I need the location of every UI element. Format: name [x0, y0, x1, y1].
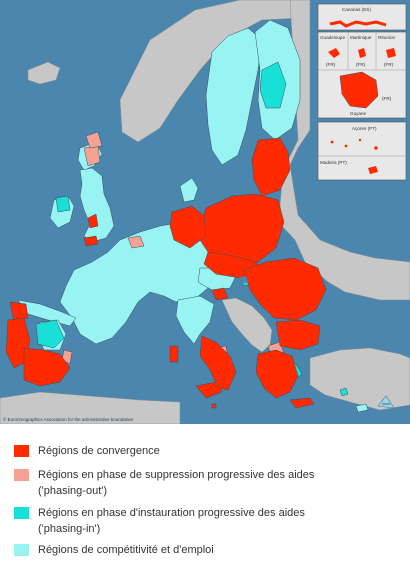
bulgaria-region: [275, 319, 321, 351]
cyprus-region: [355, 403, 369, 413]
iceland-land: [27, 61, 61, 85]
legend-swatch-competitiveness: [14, 544, 29, 556]
legend-label-phasing-out-line1: Régions en phase de suppression progress…: [38, 469, 315, 481]
legend-label-phasing-out: Régions en phase de suppression progress…: [38, 468, 314, 499]
non-eu-land: [0, 0, 410, 424]
cornwall-region: [83, 235, 99, 247]
europe-map-svg: Canarias (ES) Guadeloupe Martinique Réun…: [0, 0, 410, 424]
denmark-region: [179, 177, 199, 203]
legend-label-phasing-in-line2: ('phasing-in'): [38, 522, 101, 535]
legend-label-phasing-in: Régions en phase d'instauration progress…: [38, 506, 305, 537]
finland-east-region: [259, 61, 287, 109]
legend-label-phasing-out-line2: ('phasing-out'): [38, 484, 108, 497]
legend-label-phasing-in-line1: Régions en phase d'instauration progress…: [38, 507, 305, 519]
turkey-land: [309, 347, 410, 411]
map-legend: Régions de convergence Régions en phase …: [0, 424, 410, 564]
eurogeographics-logo: [377, 395, 395, 409]
inset-canarias-label: Canarias (ES): [342, 7, 371, 12]
inset-acores-label: Açores (PT): [352, 126, 377, 131]
legend-item-phasing-out: Régions en phase de suppression progress…: [14, 468, 404, 499]
madeira-island: [368, 166, 378, 174]
madeira-region: [339, 387, 349, 397]
canarias-islands: [329, 20, 387, 28]
belgium-hainaut-region: [127, 235, 145, 249]
balkans-land: [221, 297, 273, 353]
eu-regional-policy-map: Canarias (ES) Guadeloupe Martinique Réun…: [0, 0, 410, 424]
inset-fr1-label: (FR): [326, 62, 336, 67]
legend-swatch-convergence: [14, 445, 29, 457]
inset-fr2-label: (FR): [356, 62, 366, 67]
sweden-region: [205, 27, 263, 166]
legend-swatch-phasing-in: [14, 507, 29, 519]
hungary-romania-region: [243, 257, 327, 321]
guadeloupe-island: [328, 48, 340, 58]
legend-label-convergence: Régions de convergence: [38, 445, 160, 457]
inset-reunion-label: Réunion: [378, 35, 396, 40]
legend-item-phasing-in: Régions en phase d'instauration progress…: [14, 506, 404, 537]
inset-acores-madeira: Açores (PT) Madeira (PT): [317, 121, 407, 181]
reunion-island: [386, 48, 396, 58]
slovenia-region: [211, 287, 229, 301]
martinique-island: [358, 48, 366, 58]
baltic-states-region: [251, 137, 291, 197]
guyane-region: [339, 71, 379, 109]
malta-region: [211, 403, 217, 409]
map-copyright: © EuroGeographics Association for the ad…: [3, 417, 134, 422]
legend-label-competitiveness: Régions de compétitivité et d'emploi: [38, 544, 214, 556]
crete-region: [289, 397, 315, 409]
convergence-regions: [5, 137, 327, 409]
sweden-coast-phasing-out-region: [85, 131, 103, 149]
south-italy-region: [199, 335, 237, 391]
inset-madeira-label: Madeira (PT): [320, 160, 347, 165]
italy-north-region: [175, 295, 215, 345]
inset-dom: Guadeloupe Martinique Réunion (FR) (FR) …: [317, 31, 407, 119]
inset-fr3-label: (FR): [384, 62, 394, 67]
greece-region: [255, 349, 299, 399]
legend-swatch-phasing-out: [14, 469, 29, 481]
uk-region: [79, 167, 115, 243]
inset-guyane-label: Guyane: [350, 111, 367, 116]
iberia-north-region: [17, 299, 77, 327]
sardinia-region: [169, 345, 179, 363]
legend-item-convergence: Régions de convergence: [14, 444, 404, 460]
sicily-region: [195, 381, 223, 399]
inset-guyane-code-label: (FR): [382, 96, 392, 101]
inset-guadeloupe-label: Guadeloupe: [320, 35, 345, 40]
legend-item-competitiveness: Régions de compétitivité et d'emploi: [14, 543, 404, 559]
inset-canarias: Canarias (ES): [317, 3, 407, 31]
north-africa-land: [0, 391, 181, 424]
lake-balaton: [238, 276, 248, 284]
andalucia-extremadura-region: [23, 347, 71, 387]
ireland-bmw-region: [55, 195, 71, 213]
spain-central-region: [35, 319, 65, 349]
east-germany-region: [169, 205, 207, 249]
russia-land: [279, 0, 410, 301]
galicia-region: [9, 301, 29, 323]
wales-region: [87, 213, 99, 229]
inset-martinique-label: Martinique: [350, 35, 372, 40]
